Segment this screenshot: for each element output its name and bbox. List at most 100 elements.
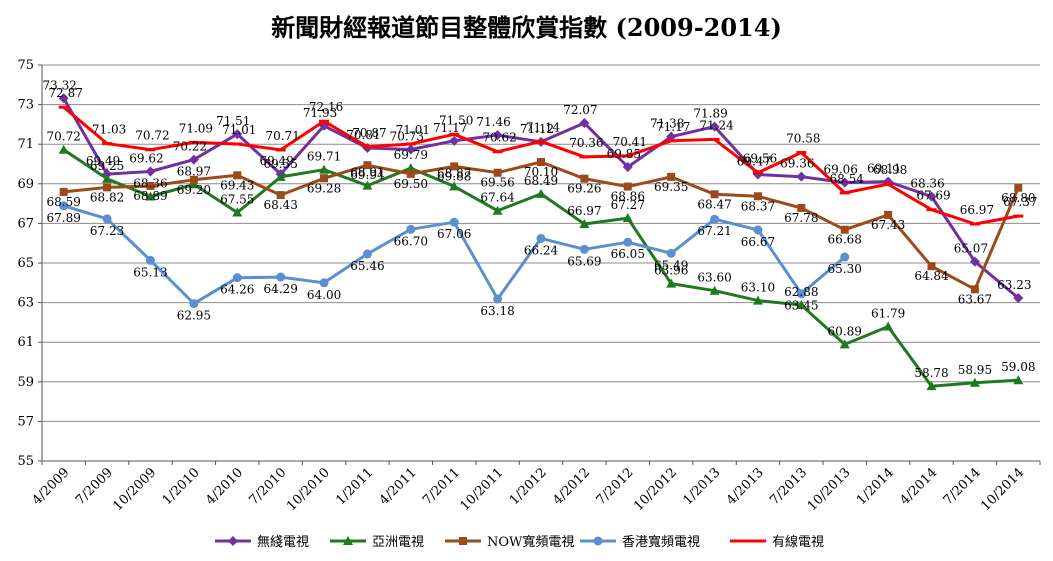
data-label: 66.67 — [741, 235, 775, 249]
data-label: 69.26 — [567, 182, 601, 196]
legend-item-4: 有線電視 — [730, 534, 824, 550]
data-point — [970, 285, 979, 294]
data-label: 71.50 — [439, 113, 473, 127]
data-label: 69.25 — [90, 159, 124, 173]
y-tick-label: 69 — [17, 177, 34, 192]
data-label: 67.43 — [871, 218, 905, 232]
data-label: 69.85 — [607, 147, 641, 161]
x-tick-label: 1/2010 — [160, 465, 203, 508]
data-label: 71.17 — [656, 120, 690, 134]
y-tick-label: 63 — [17, 296, 34, 311]
data-label: 67.27 — [611, 198, 645, 212]
legend: 無綫電視 亞洲電視 NOW寬頻電視 香港寬頻電視 有線電視 — [215, 534, 824, 550]
x-tick-label: 10/2012 — [631, 465, 680, 514]
data-point — [593, 536, 603, 546]
series-group — [58, 93, 1024, 391]
data-point — [666, 278, 677, 288]
y-tick-label: 57 — [17, 414, 34, 429]
data-point — [796, 289, 806, 299]
x-tick-label: 10/2014 — [978, 465, 1027, 514]
data-point — [58, 93, 69, 104]
legend-label: NOW寬頻電視 — [487, 534, 574, 550]
data-point — [840, 252, 850, 262]
data-label: 71.01 — [222, 123, 256, 137]
data-label: 72.16 — [309, 100, 343, 114]
data-point — [623, 237, 633, 247]
data-point — [363, 161, 372, 170]
data-point — [666, 131, 677, 142]
data-label: 67.64 — [480, 191, 515, 205]
data-label: 71.93 — [303, 106, 337, 120]
data-label: 65.69 — [567, 254, 601, 268]
data-label: 66.97 — [960, 203, 994, 217]
data-label: 69.43 — [220, 178, 254, 192]
data-point — [1013, 375, 1024, 385]
data-labels: 73.32 69.49 69.62 70.22 71.51 69.49 71.93 70.81… — [43, 78, 1038, 380]
data-label: 69.50 — [394, 177, 428, 191]
data-label: 63.23 — [997, 278, 1031, 292]
data-point — [492, 205, 503, 215]
data-point — [102, 214, 112, 224]
data-label: 69.06 — [824, 163, 858, 177]
data-label: 66.24 — [524, 243, 559, 257]
data-label: 63.45 — [784, 299, 818, 313]
data-label: 70.71 — [265, 129, 299, 143]
y-tick-label: 71 — [17, 137, 34, 152]
data-label: 69.47 — [737, 154, 771, 168]
legend-label: 無綫電視 — [257, 535, 309, 550]
data-label: 70.62 — [482, 131, 516, 145]
data-point — [580, 174, 589, 183]
data-label: 70.36 — [569, 136, 603, 150]
data-point — [233, 171, 242, 180]
data-point — [926, 191, 937, 202]
data-label: 72.07 — [563, 103, 597, 117]
data-label: 68.80 — [1001, 191, 1035, 205]
data-label: 71.03 — [92, 123, 126, 137]
data-point — [449, 135, 460, 146]
data-point — [839, 177, 850, 188]
data-label: 63.18 — [480, 304, 514, 318]
data-label: 70.72 — [47, 130, 81, 144]
data-label: 67.78 — [784, 211, 818, 225]
data-label: 58.95 — [958, 363, 992, 377]
data-label: 65.49 — [654, 258, 688, 272]
data-point — [59, 201, 69, 211]
data-point — [362, 180, 373, 190]
data-label: 64.29 — [263, 282, 297, 296]
data-label: 67.06 — [437, 227, 471, 241]
data-label: 65.46 — [350, 259, 384, 273]
data-point — [405, 144, 416, 155]
x-tick-label: 10/2009 — [111, 465, 160, 514]
data-label: 68.97 — [177, 164, 211, 178]
data-point — [969, 256, 980, 267]
data-point — [1013, 293, 1024, 304]
data-label: 60.89 — [828, 324, 862, 338]
data-label: 71.14 — [526, 120, 561, 134]
data-label: 67.69 — [916, 189, 950, 203]
series-4 — [58, 105, 1024, 226]
data-label: 71.46 — [476, 115, 510, 129]
data-point — [232, 273, 242, 283]
data-point — [145, 166, 156, 177]
data-point — [362, 249, 372, 259]
data-label: 67.37 — [1003, 195, 1037, 209]
data-point — [145, 191, 156, 201]
y-tick-label: 67 — [17, 216, 34, 231]
data-point — [232, 207, 243, 217]
data-label: 68.87 — [437, 166, 471, 180]
data-label: 70.73 — [390, 130, 424, 144]
data-label: 68.98 — [873, 163, 907, 177]
data-point — [232, 129, 243, 140]
legend-item-0: 無綫電視 — [215, 535, 309, 550]
data-label: 71.12 — [520, 122, 554, 136]
x-tick-label: 4/2010 — [203, 465, 246, 508]
data-point — [537, 158, 545, 167]
data-label: 63.60 — [697, 271, 731, 285]
data-point — [579, 218, 590, 228]
data-label: 70.87 — [352, 126, 386, 140]
data-label: 69.11 — [867, 162, 901, 176]
x-tick-label: 10/2011 — [458, 465, 507, 514]
data-label: 70.22 — [173, 140, 207, 154]
data-point — [839, 339, 850, 349]
data-label: 73.32 — [43, 78, 77, 92]
